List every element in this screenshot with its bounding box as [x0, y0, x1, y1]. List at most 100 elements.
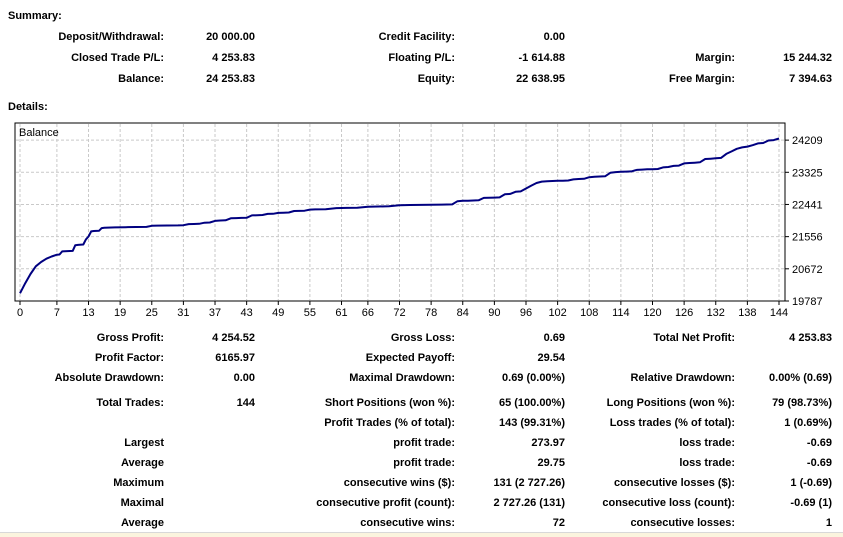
free-margin-label: Free Margin: — [668, 73, 735, 85]
balance-chart: 0 7 13 19 25 31 37 43 49 55 61 66 72 78 84 90 96 102 108 11… — [0, 118, 843, 330]
next-section-strip — [0, 532, 843, 537]
gross-profit-value: 4 254.52 — [212, 332, 255, 344]
total-trades-label: Total Trades: — [96, 397, 164, 409]
average-loss-trade-label: loss trade: — [679, 457, 735, 469]
x-tick-label: 0 — [17, 307, 23, 319]
y-tick-label: 23325 — [792, 167, 823, 179]
balance-value: 24 253.83 — [206, 73, 255, 85]
x-tick-label: 72 — [393, 307, 405, 319]
consecutive-wins-count-value: 72 — [552, 517, 565, 529]
y-tick-label: 19787 — [792, 296, 823, 308]
average-label: Average — [120, 457, 164, 469]
balance-chart-svg: 0 7 13 19 25 31 37 43 49 55 61 66 72 78 84 90 96 102 108 11… — [14, 122, 823, 319]
consecutive-losses-usd-label: consecutive losses ($): — [613, 477, 735, 489]
chart-legend-balance: Balance — [19, 127, 59, 139]
total-net-profit-label: Total Net Profit: — [653, 332, 735, 344]
largest-profit-trade-label: profit trade: — [393, 437, 455, 449]
maximal-drawdown-label: Maximal Drawdown: — [349, 372, 455, 384]
x-tick-label: 37 — [209, 307, 221, 319]
total-net-profit-value: 4 253.83 — [789, 332, 832, 344]
x-tick-label: 144 — [770, 307, 788, 319]
margin-value: 15 244.32 — [783, 52, 832, 64]
margin-label: Margin: — [695, 52, 735, 64]
consecutive-wins-count-label: consecutive wins: — [360, 517, 455, 529]
details-row: Gross Profit: 4 254.52 Gross Loss: 0.69 … — [0, 332, 843, 346]
x-tick-label: 120 — [643, 307, 661, 319]
consecutive-profit-count-value: 2 727.26 (131) — [493, 497, 565, 509]
details-row: Average consecutive wins: 72 consecutive… — [0, 517, 843, 531]
average-loss-trade-value: -0.69 — [806, 457, 832, 469]
balance-label: Balance: — [118, 73, 164, 85]
x-tick-label: 55 — [304, 307, 316, 319]
consecutive-loss-count-label: consecutive loss (count): — [602, 497, 735, 509]
total-trades-value: 144 — [236, 397, 255, 409]
long-positions-value: 79 (98.73%) — [772, 397, 832, 409]
x-tick-label: 102 — [548, 307, 566, 319]
credit-facility-value: 0.00 — [543, 31, 565, 43]
equity-label: Equity: — [417, 73, 455, 85]
profit-factor-value: 6165.97 — [215, 352, 255, 364]
largest-label: Largest — [124, 437, 164, 449]
consecutive-losses-usd-value: 1 (-0.69) — [790, 477, 832, 489]
x-tick-label: 114 — [612, 307, 630, 319]
average-count-label: Average — [120, 517, 164, 529]
details-row: Profit Trades (% of total): 143 (99.31%)… — [0, 417, 843, 431]
consecutive-wins-usd-label: consecutive wins ($): — [343, 477, 455, 489]
x-tick-label: 19 — [114, 307, 126, 319]
summary-row: Deposit/Withdrawal: 20 000.00 Credit Fac… — [0, 31, 843, 45]
summary-row: Balance: 24 253.83 Equity: 22 638.95 Fre… — [0, 73, 843, 87]
profit-trades-label: Profit Trades (% of total): — [324, 417, 455, 429]
absolute-drawdown-label: Absolute Drawdown: — [54, 372, 164, 384]
details-row: Profit Factor: 6165.97 Expected Payoff: … — [0, 352, 843, 366]
x-tick-label: 108 — [580, 307, 598, 319]
absolute-drawdown-value: 0.00 — [233, 372, 255, 384]
balance-line — [19, 137, 780, 294]
expected-payoff-label: Expected Payoff: — [365, 352, 455, 364]
details-row: Largest profit trade: 273.97 loss trade:… — [0, 437, 843, 451]
largest-profit-trade-value: 273.97 — [531, 437, 565, 449]
deposit-withdrawal-label: Deposit/Withdrawal: — [58, 31, 164, 43]
average-profit-trade-label: profit trade: — [393, 457, 455, 469]
x-tick-label: 25 — [146, 307, 158, 319]
maximum-label: Maximum — [113, 477, 164, 489]
loss-trades-label: Loss trades (% of total): — [609, 417, 735, 429]
summary-title: Summary: — [8, 10, 62, 22]
deposit-withdrawal-value: 20 000.00 — [206, 31, 255, 43]
y-tick-label: 21556 — [792, 232, 823, 244]
closed-trade-pl-value: 4 253.83 — [212, 52, 255, 64]
profit-trades-value: 143 (99.31%) — [498, 417, 565, 429]
average-profit-trade-value: 29.75 — [537, 457, 565, 469]
relative-drawdown-label: Relative Drawdown: — [630, 372, 735, 384]
floating-pl-label: Floating P/L: — [388, 52, 455, 64]
x-tick-label: 126 — [675, 307, 693, 319]
x-tick-label: 96 — [520, 307, 532, 319]
short-positions-label: Short Positions (won %): — [324, 397, 455, 409]
free-margin-value: 7 394.63 — [789, 73, 832, 85]
short-positions-value: 65 (100.00%) — [498, 397, 565, 409]
details-title: Details: — [8, 101, 48, 113]
x-tick-label: 43 — [241, 307, 253, 319]
x-tick-label: 84 — [457, 307, 469, 319]
summary-row: Closed Trade P/L: 4 253.83 Floating P/L:… — [0, 52, 843, 66]
consecutive-profit-count-label: consecutive profit (count): — [316, 497, 455, 509]
x-tick-label: 78 — [425, 307, 437, 319]
loss-trades-value: 1 (0.69%) — [784, 417, 832, 429]
y-tick-label: 24209 — [792, 135, 823, 147]
relative-drawdown-value: 0.00% (0.69) — [769, 372, 832, 384]
profit-factor-label: Profit Factor: — [94, 352, 164, 364]
expected-payoff-value: 29.54 — [537, 352, 565, 364]
x-tick-label: 90 — [488, 307, 500, 319]
x-tick-label: 31 — [177, 307, 189, 319]
gross-loss-label: Gross Loss: — [390, 332, 455, 344]
consecutive-losses-count-value: 1 — [825, 517, 832, 529]
details-row: Absolute Drawdown: 0.00 Maximal Drawdown… — [0, 372, 843, 386]
consecutive-loss-count-value: -0.69 (1) — [790, 497, 832, 509]
details-row: Maximal consecutive profit (count): 2 72… — [0, 497, 843, 511]
long-positions-label: Long Positions (won %): — [606, 397, 735, 409]
x-tick-label: 66 — [362, 307, 374, 319]
closed-trade-pl-label: Closed Trade P/L: — [71, 52, 164, 64]
details-row: Maximum consecutive wins ($): 131 (2 727… — [0, 477, 843, 491]
gross-loss-value: 0.69 — [543, 332, 565, 344]
equity-value: 22 638.95 — [516, 73, 565, 85]
x-tick-label: 13 — [82, 307, 94, 319]
